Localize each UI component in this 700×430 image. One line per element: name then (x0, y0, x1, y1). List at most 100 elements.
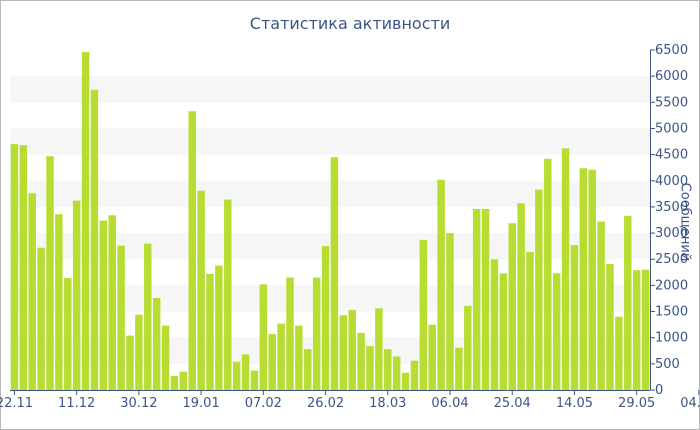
y-tick-label: 2500 (655, 252, 688, 267)
y-tick-label: 6000 (655, 69, 688, 84)
x-tick-label: 25.04 (494, 396, 531, 411)
y-tick-label: 3000 (655, 226, 688, 241)
bar (526, 251, 534, 390)
grid-band (10, 76, 650, 103)
bars (10, 52, 650, 390)
bar (597, 221, 605, 390)
bar (144, 243, 152, 390)
bar (410, 360, 419, 390)
bar (330, 157, 339, 390)
bar (117, 245, 125, 390)
bar (188, 111, 196, 390)
bar (579, 168, 588, 390)
bar (259, 284, 268, 390)
bar (312, 277, 321, 390)
bar (286, 277, 294, 390)
bar (339, 315, 348, 390)
x-tick-label: 22.11 (0, 396, 33, 411)
bar (517, 203, 525, 390)
bar (624, 215, 632, 390)
x-tick-label: 19.01 (183, 396, 220, 411)
grid-band (10, 285, 650, 312)
grid-band (10, 233, 650, 260)
bar (446, 233, 454, 390)
bar (152, 297, 161, 390)
y-tick-label: 1500 (655, 305, 688, 320)
bar (179, 371, 188, 390)
bar (81, 52, 90, 390)
y-tick-label: 1000 (655, 331, 688, 346)
bar (392, 356, 401, 390)
bar (170, 375, 179, 390)
bar (464, 305, 472, 390)
x-tick-label: 06.04 (431, 396, 468, 411)
grid-bands (10, 76, 650, 364)
bar (437, 179, 445, 390)
x-tick-label: 26.02 (307, 396, 344, 411)
grid-band (10, 337, 650, 364)
chart-title: Статистика активности (249, 14, 451, 33)
y-tick-label: 3500 (655, 200, 688, 215)
bar (64, 278, 72, 390)
bar (419, 239, 428, 390)
y-tick-label: 2000 (655, 278, 688, 293)
y-tick-label: 4000 (655, 174, 688, 189)
bar (108, 215, 116, 390)
bar (552, 273, 561, 390)
y-tick-label: 5500 (655, 95, 688, 110)
y-ticks: 0 500 1000 1500 2000 2500 3000 3500 4000 4500 5000… (650, 43, 688, 398)
x-tick-label: 30.12 (120, 396, 157, 411)
bar (46, 156, 54, 390)
y-tick-label: 4500 (655, 148, 688, 163)
bar (161, 325, 170, 390)
bar (508, 223, 516, 390)
x-tick-label: 11.12 (58, 396, 95, 411)
bar (55, 214, 63, 390)
x-tick-label: 18.03 (369, 396, 406, 411)
bar (348, 309, 356, 390)
bar (250, 370, 259, 390)
bar (135, 314, 143, 390)
x-tick-label: 29.05 (618, 396, 655, 411)
bar (544, 158, 552, 390)
bar (295, 325, 303, 390)
x-ticks: 22.11 11.12 30.12 19.01 07.02 26.02 18.03 06.04… (0, 390, 700, 411)
bar (126, 335, 134, 390)
bar (570, 245, 579, 390)
bar (455, 347, 463, 390)
grid-band (10, 180, 650, 207)
bar (366, 346, 374, 390)
bar (28, 193, 36, 390)
bar (535, 189, 543, 390)
bar (428, 324, 436, 390)
bar (99, 220, 108, 390)
bar (632, 270, 641, 390)
bar (490, 259, 499, 390)
bar (384, 349, 392, 390)
bar (499, 273, 508, 390)
bar (215, 265, 223, 390)
bar (472, 209, 481, 390)
bar (606, 263, 614, 390)
bar (321, 246, 330, 390)
bar (224, 199, 232, 390)
x-tick-label: 14.05 (556, 396, 593, 411)
x-tick-label: 07.02 (245, 396, 282, 411)
bar (375, 308, 383, 390)
y-tick-label: 0 (655, 383, 663, 398)
bar (241, 354, 250, 390)
bar (232, 361, 241, 390)
y-tick-label: 6500 (655, 43, 688, 58)
bar (19, 145, 28, 390)
y-tick-label: 5000 (655, 121, 688, 136)
bar (357, 332, 365, 390)
bar (10, 144, 19, 390)
bar (197, 190, 205, 390)
bar (72, 200, 81, 390)
bar (641, 269, 650, 390)
bar (615, 316, 623, 390)
bar (588, 169, 596, 390)
bar (481, 209, 490, 390)
bar (561, 148, 570, 390)
bar (277, 323, 285, 390)
